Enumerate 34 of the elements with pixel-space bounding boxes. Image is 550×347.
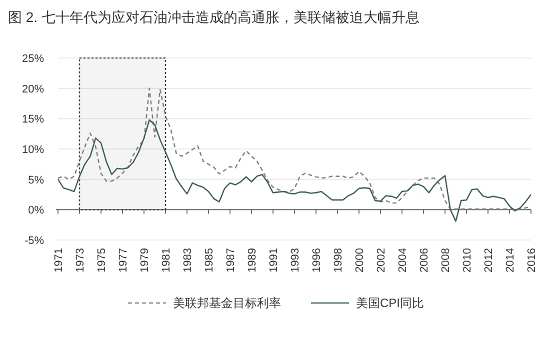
x-tick-label: 1985 (204, 248, 216, 272)
y-tick-label: 5% (28, 174, 44, 186)
x-tick-label: 2014 (504, 248, 516, 272)
x-tick-label: 1998 (332, 248, 344, 272)
x-tick-label: 1981 (160, 248, 172, 272)
y-tick-label: 25% (22, 53, 44, 65)
x-tick-label: 1991 (268, 248, 280, 272)
y-tick-label: 15% (22, 114, 44, 126)
x-tick-label: 1975 (96, 248, 108, 272)
x-tick-label: 1989 (246, 248, 258, 272)
y-tick-label: 10% (22, 144, 44, 156)
x-tick-label: 1987 (225, 248, 237, 272)
x-tick-label: 1971 (53, 248, 65, 272)
x-tick-label: 1983 (182, 248, 194, 272)
y-tick-label: -5% (24, 235, 44, 247)
legend-label: 美国CPI同比 (356, 296, 424, 310)
x-tick-label: 1977 (118, 248, 130, 272)
x-tick-label: 1993 (290, 248, 302, 272)
x-tick-label: 2006 (418, 248, 430, 272)
y-tick-label: 20% (22, 83, 44, 96)
legend-label: 美联邦基金目标利率 (173, 296, 281, 310)
x-tick-label: 1996 (311, 248, 323, 272)
x-tick-label: 2004 (397, 248, 409, 272)
y-tick-label: 0% (28, 204, 44, 217)
line-series (57, 119, 532, 222)
x-tick-label: 2012 (483, 248, 495, 272)
x-tick-label: 1973 (74, 248, 86, 272)
x-tick-label: 2008 (440, 248, 452, 272)
x-tick-label: 2016 (526, 248, 538, 272)
chart-title: 图 2. 七十年代为应对石油冲击造成的高通胀，美联储被迫大幅升息 (8, 9, 420, 25)
x-tick-label: 1979 (139, 248, 151, 272)
x-tick-label: 2010 (462, 248, 474, 272)
x-tick-label: 2000 (354, 248, 366, 272)
x-tick-label: 2002 (376, 248, 388, 272)
